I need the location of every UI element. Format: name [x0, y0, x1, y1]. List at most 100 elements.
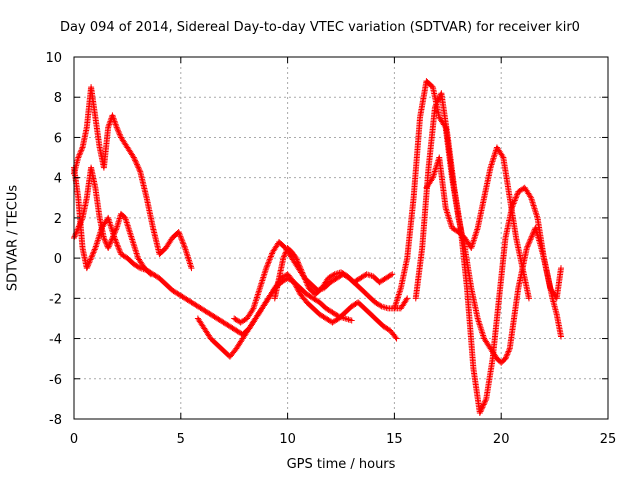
- data-point: [113, 124, 120, 131]
- data-point: [280, 253, 287, 260]
- data-point: [116, 131, 123, 138]
- data-point: [299, 270, 306, 277]
- x-axis-label: GPS time / hours: [286, 457, 396, 472]
- gridlines: [74, 57, 608, 419]
- data-point: [293, 284, 300, 291]
- data-point: [480, 401, 487, 408]
- y-tick-label: -6: [49, 373, 62, 388]
- data-point: [292, 253, 299, 260]
- x-tick-label: 20: [493, 432, 510, 447]
- data-point: [529, 232, 536, 239]
- data-point: [269, 250, 276, 257]
- data-point: [135, 165, 142, 172]
- data-point: [131, 155, 138, 162]
- data-point: [478, 407, 485, 414]
- data-point: [76, 151, 83, 158]
- data-point: [348, 317, 355, 324]
- data-point: [523, 245, 530, 252]
- data-point: [85, 260, 92, 267]
- data-point: [267, 254, 274, 261]
- y-tick-label: 6: [54, 131, 62, 146]
- data-point: [481, 400, 488, 407]
- data-point: [525, 295, 532, 302]
- data-point: [294, 259, 301, 266]
- x-tick-label: 5: [177, 432, 185, 447]
- data-point: [134, 163, 141, 170]
- data-point: [431, 104, 438, 111]
- data-point: [526, 237, 533, 244]
- y-tick-label: -2: [49, 292, 62, 307]
- data-point: [179, 237, 186, 244]
- data-point: [527, 193, 534, 200]
- data-point: [176, 230, 183, 237]
- data-point: [481, 398, 488, 405]
- data-point: [477, 408, 484, 415]
- data-point: [263, 265, 270, 272]
- plot-area: [71, 78, 565, 416]
- data-point: [514, 191, 521, 198]
- data-point: [499, 153, 506, 160]
- data-point: [116, 246, 123, 253]
- data-point: [296, 263, 303, 270]
- y-tick-label: 0: [54, 252, 62, 267]
- data-point: [299, 269, 306, 276]
- data-point: [188, 265, 195, 272]
- data-point: [100, 235, 107, 241]
- data-point: [479, 404, 486, 411]
- data-point: [89, 250, 96, 257]
- data-point: [113, 226, 120, 233]
- data-point: [88, 253, 95, 260]
- series-arc-8: [412, 90, 565, 416]
- data-point: [300, 272, 307, 279]
- data-point: [105, 245, 112, 252]
- x-tick-label: 15: [386, 432, 403, 447]
- data-point: [296, 262, 303, 269]
- data-point: [527, 236, 534, 243]
- data-point: [175, 228, 182, 235]
- data-point: [303, 279, 310, 286]
- data-point: [72, 232, 79, 239]
- data-point: [282, 250, 289, 257]
- series-arc-9: [423, 144, 532, 302]
- data-point: [435, 95, 442, 102]
- series-arc-3: [71, 164, 355, 338]
- data-point: [280, 255, 287, 262]
- data-point: [116, 248, 123, 255]
- data-point: [179, 239, 186, 246]
- data-point: [107, 240, 114, 247]
- data-point: [133, 160, 140, 167]
- data-point: [136, 167, 143, 174]
- data-point: [389, 271, 396, 278]
- data-point: [502, 355, 509, 362]
- data-point: [75, 153, 82, 160]
- data-point: [132, 158, 139, 165]
- data-point: [393, 335, 400, 342]
- data-point: [511, 198, 518, 205]
- data-point: [265, 259, 272, 266]
- data-point: [264, 260, 271, 267]
- data-point: [132, 157, 139, 164]
- data-point: [503, 354, 510, 361]
- data-point: [84, 263, 91, 270]
- data-point: [77, 148, 84, 155]
- data-point: [480, 402, 487, 409]
- data-point: [387, 272, 394, 279]
- data-point: [102, 237, 109, 244]
- data-point: [75, 154, 82, 161]
- data-point: [377, 302, 384, 309]
- data-point: [177, 233, 184, 240]
- data-point: [113, 239, 120, 246]
- data-point: [113, 240, 120, 247]
- data-point: [266, 257, 273, 264]
- data-point: [403, 296, 410, 303]
- data-point: [297, 265, 304, 272]
- data-point: [135, 164, 142, 171]
- data-point: [105, 243, 112, 250]
- data-point: [101, 236, 108, 243]
- y-tick-label: 2: [54, 212, 62, 227]
- data-point: [428, 176, 435, 183]
- data-point: [476, 409, 483, 416]
- data-point: [302, 278, 309, 285]
- data-point: [85, 262, 92, 269]
- data-point: [115, 128, 122, 135]
